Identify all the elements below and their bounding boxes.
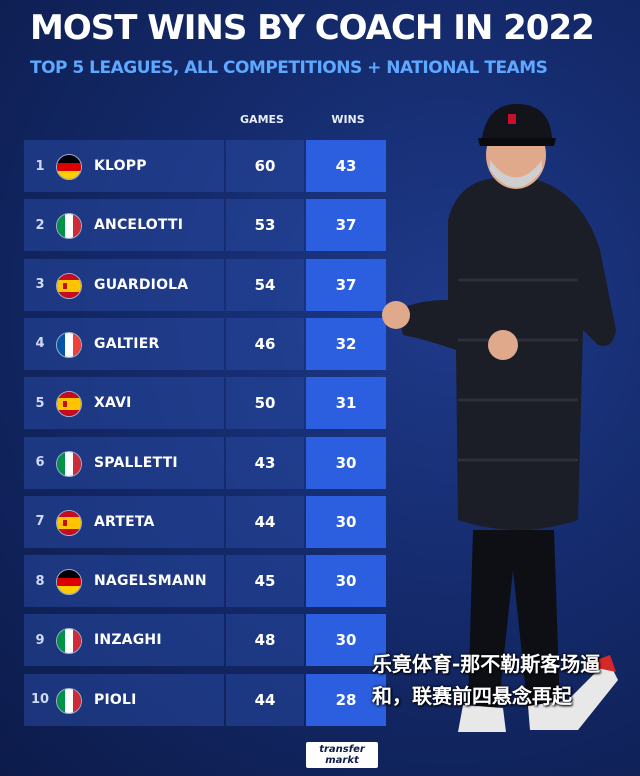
spain-flag-icon (56, 391, 82, 418)
page-title: MOST WINS BY COACH IN 2022 (30, 8, 595, 48)
wins-value: 37 (306, 199, 386, 252)
rank-label: 1 (35, 158, 45, 174)
games-value: 44 (226, 673, 304, 726)
table-row: 3 GUARDIOLA 54 37 (24, 258, 386, 311)
logo-line-1: transfer (319, 744, 365, 755)
rank-label: 5 (35, 395, 45, 411)
table-row: 9 INZAGHI 48 30 (24, 614, 386, 667)
coach-cell: 6 SPALLETTI (24, 436, 224, 489)
rank-label: 6 (35, 455, 45, 470)
rank-label: 3 (35, 277, 45, 293)
germany-flag-icon (56, 154, 82, 180)
table-row: 2 ANCELOTTI 53 37 (24, 199, 386, 252)
coach-cell: 3 GUARDIOLA (24, 258, 224, 311)
wins-value: 31 (306, 377, 386, 430)
germany-flag-icon (56, 569, 82, 596)
games-value: 48 (226, 614, 304, 667)
games-value: 53 (226, 199, 304, 252)
rank-label: 8 (35, 573, 45, 589)
coach-cell: 2 ANCELOTTI (24, 199, 224, 252)
table-row: 1 KLOPP 60 43 (24, 140, 386, 192)
coach-cell: 4 GALTIER (24, 317, 224, 370)
rank-label: 4 (35, 336, 45, 352)
wins-value: 43 (306, 140, 386, 192)
coach-name: ARTETA (94, 513, 155, 530)
coach-cell: 7 ARTETA (24, 495, 224, 548)
coach-name: GALTIER (94, 335, 160, 352)
games-value: 45 (226, 555, 304, 608)
table-row: 10 PIOLI 44 28 (24, 673, 386, 726)
coach-name: NAGELSMANN (94, 573, 207, 590)
coach-cell: 9 INZAGHI (24, 614, 224, 667)
table-row: 6 SPALLETTI 43 30 (24, 436, 386, 489)
games-value: 54 (226, 258, 304, 311)
wins-value: 28 (306, 673, 386, 726)
coach-cell: 5 XAVI (24, 377, 224, 430)
france-flag-icon (56, 331, 82, 358)
coach-photo (382, 103, 618, 732)
coach-cell: 10 PIOLI (24, 673, 224, 726)
games-value: 46 (226, 317, 304, 370)
table-row: 5 XAVI 50 31 (24, 377, 386, 430)
games-value: 44 (226, 495, 304, 548)
wins-value: 30 (306, 436, 386, 489)
overlay-caption: 乐竟体育-那不勒斯客场逼和，联赛前四悬念再起 (372, 652, 601, 708)
rank-label: 2 (35, 217, 45, 233)
wins-value: 30 (306, 614, 386, 667)
wins-value: 32 (306, 317, 386, 370)
coach-name: GUARDIOLA (94, 276, 189, 293)
rank-label: 10 (30, 692, 50, 708)
table-row: 4 GALTIER 46 32 (24, 317, 386, 370)
column-header-games: GAMES (240, 113, 284, 126)
coach-name: XAVI (94, 395, 132, 412)
coach-cell: 8 NAGELSMANN (24, 555, 224, 608)
table-row: 8 NAGELSMANN 45 30 (24, 555, 386, 608)
italy-flag-icon (56, 687, 82, 714)
coach-name: INZAGHI (94, 632, 162, 649)
coach-cell: 1 KLOPP (24, 140, 224, 192)
coach-name: SPALLETTI (94, 454, 178, 471)
wins-value: 30 (306, 555, 386, 608)
wins-value: 30 (306, 495, 386, 548)
transfermarkt-logo: transfer markt (306, 742, 378, 768)
coach-name: ANCELOTTI (94, 217, 184, 234)
italy-flag-icon (56, 213, 82, 240)
wins-value: 37 (306, 258, 386, 311)
italy-flag-icon (56, 628, 82, 655)
rank-label: 7 (35, 514, 45, 530)
column-header-wins: WINS (331, 113, 365, 126)
coach-name: PIOLI (94, 691, 137, 708)
page-subtitle: TOP 5 LEAGUES, ALL COMPETITIONS + NATION… (30, 58, 548, 78)
games-value: 50 (226, 377, 304, 430)
coach-name: KLOPP (94, 158, 147, 174)
games-value: 60 (226, 140, 304, 192)
spain-flag-icon (56, 272, 82, 299)
games-value: 43 (226, 436, 304, 489)
table-row: 7 ARTETA 44 30 (24, 495, 386, 548)
rank-label: 9 (35, 632, 45, 648)
logo-line-2: markt (325, 755, 359, 766)
spain-flag-icon (56, 509, 82, 536)
italy-flag-icon (56, 450, 82, 477)
